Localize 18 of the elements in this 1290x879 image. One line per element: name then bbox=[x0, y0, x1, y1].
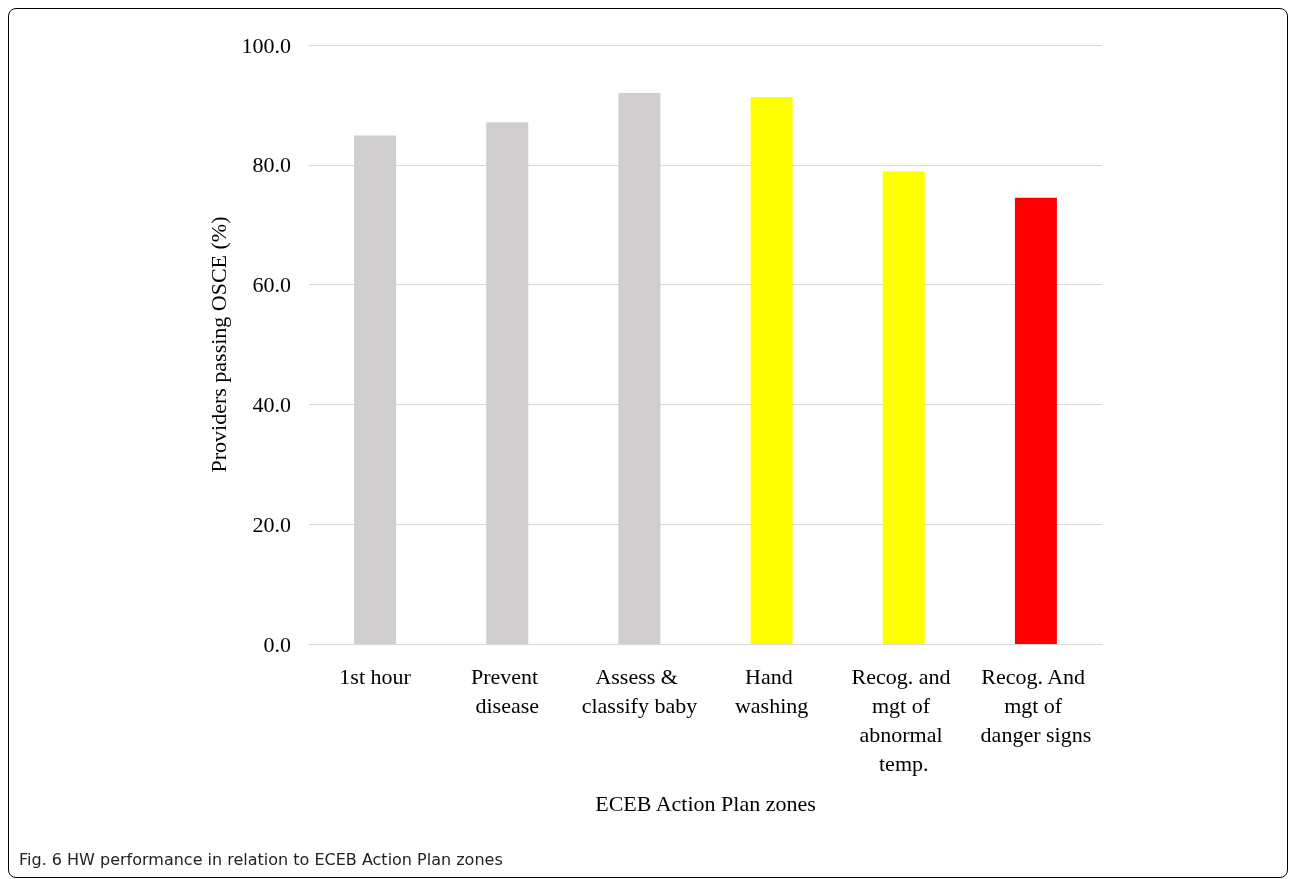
x-tick-label: Recog. and mgt of abnormal temp. bbox=[851, 664, 956, 776]
caption: Fig. 6 HW performance in relation to ECEB Action Plan zones bbox=[19, 850, 503, 869]
y-tick-label: 40.0 bbox=[252, 391, 291, 417]
y-tick-label: 60.0 bbox=[252, 272, 291, 298]
x-tick-label: Prevent disease bbox=[470, 664, 544, 718]
x-tick-label: Recog. And mgt of danger signs bbox=[980, 664, 1092, 747]
y-axis-title: Providers passing OSCE (%) bbox=[205, 216, 231, 473]
bar bbox=[750, 97, 793, 644]
y-tick-label: 0.0 bbox=[263, 631, 291, 657]
y-tick-label: 20.0 bbox=[252, 511, 291, 537]
x-tick-label: Assess & classify baby bbox=[581, 664, 698, 718]
x-axis-title: ECEB Action Plan zones bbox=[595, 790, 816, 816]
y-tick-label: 100.0 bbox=[241, 32, 291, 58]
y-tick-label: 80.0 bbox=[252, 152, 291, 178]
x-tick-label: Hand washing bbox=[734, 664, 809, 718]
bar bbox=[1014, 197, 1057, 644]
bar bbox=[882, 171, 925, 644]
x-tick-label: 1st hour bbox=[339, 664, 412, 689]
